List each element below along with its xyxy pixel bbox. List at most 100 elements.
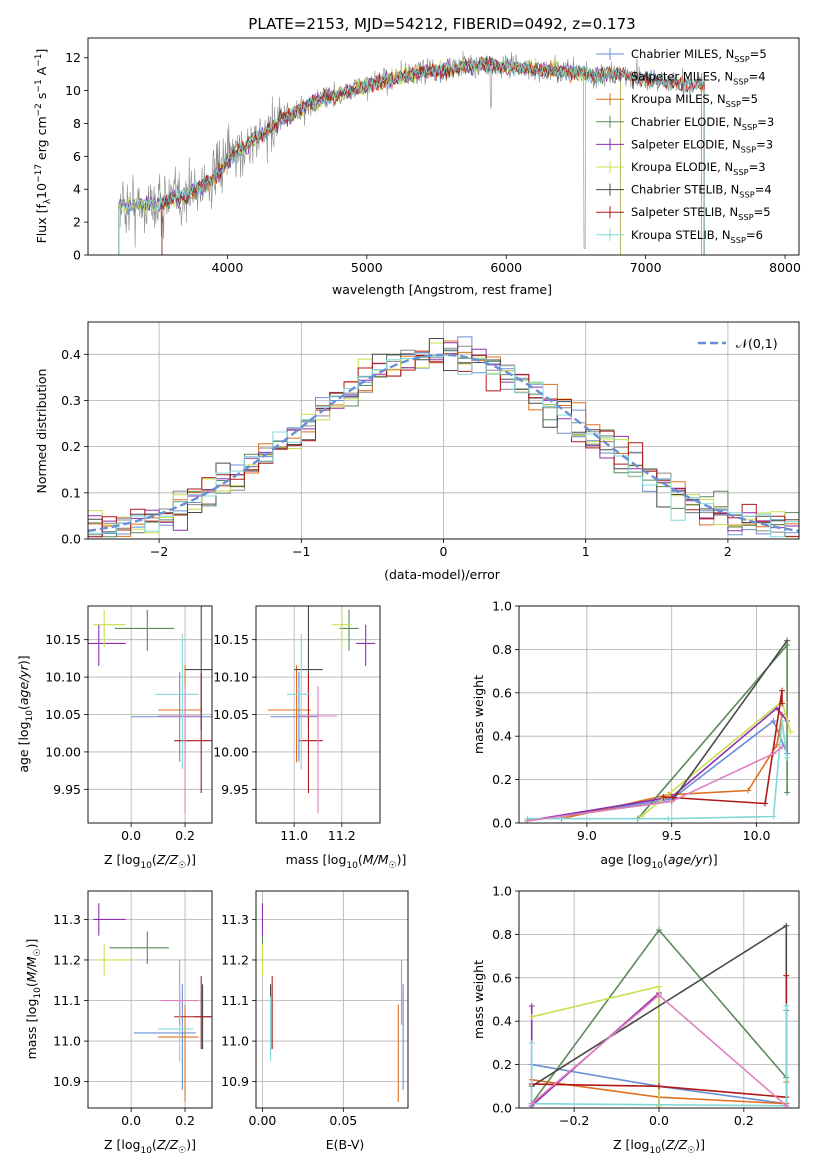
age-mass-ytick-label: 10.15	[213, 632, 249, 647]
legend-entry: Chabrier ELODIE, NSSP=3	[631, 115, 774, 132]
massweight-age-xtick-label: 10.0	[743, 828, 771, 843]
massweight-age-plot-area	[524, 637, 794, 823]
massweight-z-series-marker	[783, 922, 790, 929]
massweight-z-axes: −0.2 0.0 0.2 0.0 0.2 0.4 0.6 0.8 1.0	[492, 884, 800, 1128]
massweight-z-xtick-label: 0.0	[649, 1113, 669, 1128]
age-z-plot-area	[88, 606, 212, 814]
mass-ebv-xlabel: E(B-V)	[326, 1137, 365, 1152]
massweight-age-ytick-label: 0.8	[492, 642, 512, 657]
massweight-z-ytick-label: 0.2	[492, 1057, 512, 1072]
spectrum-ytick-label: 2	[73, 215, 81, 230]
age-z-xlabel: Z [log10(Z/Z☉)]	[104, 852, 196, 871]
mass-ebv-plot-area	[261, 903, 404, 1102]
residuals-ylabel: Normed distribution	[34, 369, 49, 494]
residuals-ytick-label: 0.0	[61, 532, 81, 547]
age-mass-point	[339, 609, 359, 651]
age-z-point	[88, 624, 126, 666]
massweight-age-frame	[518, 605, 800, 824]
age-z-point	[93, 609, 126, 648]
massweight-z-ylabel: mass weight	[471, 960, 486, 1039]
mass-ebv-ytick-label: 11.2	[221, 952, 249, 967]
age-mass-axes: 11.0 11.2 9.95 10.00 10.05 10.10 10.15	[213, 605, 381, 843]
massweight-z-ytick-label: 0.0	[492, 1101, 512, 1116]
spectrum-axes: 4000 5000 6000 7000 8000 0 2 4 6 8 10 12	[65, 37, 801, 275]
age-mass-ytick-label: 10.10	[213, 670, 249, 685]
massweight-z-series-marker	[528, 1100, 535, 1107]
spectrum-xtick-label: 4000	[212, 260, 244, 275]
normal-curve	[88, 353, 799, 533]
residuals-ytick-label: 0.4	[61, 347, 81, 362]
spectrum-frame	[87, 37, 800, 256]
massweight-age-xlabel: age [log10(age/yr)]	[600, 852, 717, 871]
mass-z-xtick-label: 0.0	[121, 1113, 141, 1128]
mass-z-point	[174, 976, 212, 1050]
legend-entry: Chabrier STELIB, NSSP=4	[631, 183, 772, 200]
massweight-age-series-line	[527, 640, 788, 822]
spectrum-plot-area	[118, 50, 705, 255]
massweight-age-series-marker	[665, 815, 672, 822]
spectrum-ylabel: Flux [fλ10−17 erg cm−2 s−1 A−1]	[34, 49, 53, 244]
age-mass-point	[356, 624, 376, 666]
age-mass-point	[287, 634, 311, 770]
spectrum-legend: Chabrier MILES, NSSP=5 Salpeter MILES, NS…	[596, 47, 774, 245]
spectrum-ytick-label: 12	[65, 50, 81, 65]
massweight-age-series-line	[527, 746, 783, 822]
legend-entry: Chabrier MILES, NSSP=5	[631, 47, 767, 64]
residuals-xtick-label: −1	[292, 544, 310, 559]
massweight-age-series-line	[527, 706, 788, 822]
massweight-age-series-marker	[773, 741, 780, 748]
massweight-age-series-marker	[770, 718, 777, 725]
legend-entry: Salpeter STELIB, NSSP=5	[631, 205, 771, 222]
mass-z-ytick-label: 11.1	[53, 993, 81, 1008]
massweight-age-xtick-label: 9.5	[662, 828, 682, 843]
massweight-age-series-line	[663, 690, 783, 805]
spectrum-model-line-chabrier-miles	[118, 54, 702, 255]
massweight-z-xtick-label: 0.2	[734, 1113, 754, 1128]
massweight-age-series-marker	[779, 687, 786, 694]
massweight-z-plot-area	[528, 922, 790, 1108]
age-z-ytick-label: 10.05	[45, 707, 81, 722]
age-mass-ytick-label: 10.00	[213, 744, 249, 759]
residuals-xtick-label: 1	[582, 544, 590, 559]
age-z-xtick-label: 0.0	[121, 828, 141, 843]
legend-entry: Salpeter ELODIE, NSSP=3	[631, 137, 773, 154]
massweight-age-series-marker	[779, 700, 786, 707]
age-mass-xtick-label: 11.0	[280, 828, 308, 843]
age-mass-point	[332, 609, 352, 648]
residuals-xtick-label: −2	[150, 544, 168, 559]
legend-entry: Kroupa ELODIE, NSSP=3	[631, 160, 766, 177]
mass-z-ytick-label: 10.9	[53, 1074, 81, 1089]
spectrum-ytick-label: 4	[73, 182, 81, 197]
age-mass-point	[298, 673, 323, 794]
age-z-axes: 0.0 0.2 9.95 10.00 10.05 10.10 10.15	[45, 605, 213, 843]
residuals-xtick-label: 2	[724, 544, 732, 559]
residuals-xlabel: (data-model)/error	[384, 567, 501, 582]
residuals-ytick-label: 0.1	[61, 485, 81, 500]
massweight-z-ytick-label: 0.4	[492, 1014, 512, 1029]
massweight-age-ylabel: mass weight	[471, 675, 486, 754]
age-z-point	[114, 609, 175, 651]
massweight-age-series-marker	[779, 744, 786, 751]
massweight-age-series-marker	[784, 637, 791, 644]
mass-z-point	[160, 959, 199, 1025]
legend-entry: Kroupa STELIB, NSSP=6	[631, 228, 763, 245]
massweight-age-axes: 9.0 9.5 10.0 0.0 0.2 0.4 0.6 0.8 1.0	[492, 599, 800, 843]
massweight-age-series-marker	[762, 800, 769, 807]
age-z-xtick-label: 0.2	[175, 828, 195, 843]
mass-ebv-xtick-label: 0.00	[249, 1113, 277, 1128]
massweight-z-series-marker	[528, 1013, 535, 1020]
massweight-age-ytick-label: 0.6	[492, 685, 512, 700]
mass-z-point	[93, 943, 132, 977]
residuals-ytick-label: 0.3	[61, 393, 81, 408]
mass-z-point	[158, 996, 194, 1062]
age-mass-ytick-label: 9.95	[221, 782, 249, 797]
massweight-z-ytick-label: 1.0	[492, 884, 512, 899]
spectrum-xtick-label: 7000	[630, 260, 662, 275]
massweight-age-series-marker	[784, 789, 791, 796]
mass-z-ytick-label: 11.2	[53, 952, 81, 967]
massweight-z-series-marker	[783, 1003, 790, 1010]
massweight-z-ytick-label: 0.8	[492, 927, 512, 942]
mass-z-ylabel: mass [log10(M/M☉)]	[24, 939, 43, 1060]
massweight-age-ytick-label: 0.0	[492, 816, 512, 831]
mass-ebv-ytick-label: 11.0	[221, 1034, 249, 1049]
